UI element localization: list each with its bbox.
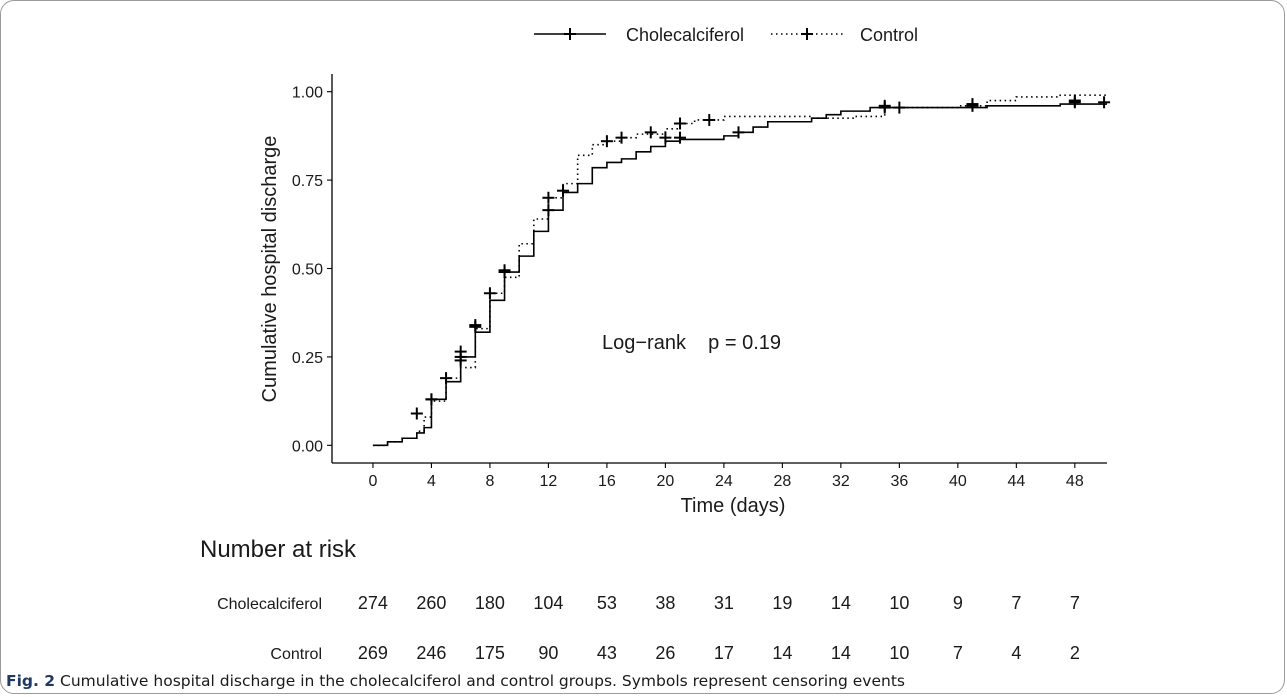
risk-value: 17: [714, 643, 734, 663]
control-censor-mark: [425, 393, 438, 406]
legend-marker-cholecalciferol: [564, 28, 576, 40]
risk-value: 274: [358, 593, 388, 613]
axes: 0 4 8 12 16 20 24 28 32 36 40 44 480.000.250.500.751…: [292, 74, 1107, 490]
figure-caption: Fig. 2 Cumulative hospital discharge in …: [6, 672, 905, 690]
plot-area: [372, 94, 1111, 447]
x-axis-label: Time (days): [681, 495, 786, 517]
caption-label: Fig. 2: [6, 672, 56, 690]
y-axis-label: Cumulative hospital discharge: [259, 136, 281, 403]
control-censor-mark: [615, 131, 628, 144]
risk-value: 43: [597, 643, 617, 663]
risk-value: 53: [597, 593, 617, 613]
x-tick-label: 40: [949, 473, 967, 490]
x-tick-label: 4: [427, 473, 436, 490]
risk-value: 7: [953, 643, 963, 663]
x-tick-label: 32: [832, 473, 850, 490]
control-censor-mark: [440, 372, 453, 385]
y-tick-label: 0.50: [292, 262, 323, 279]
control-censor-mark: [600, 135, 613, 148]
risk-table: Cholecalciferol 274 260 180 104 53 38 31 19 14 10 9…: [217, 593, 1080, 663]
km-chart: Cholecalciferol Control 0 4 8 12 16 20 24 28 32 36…: [200, 25, 1111, 663]
risk-value: 90: [538, 643, 558, 663]
risk-value: 180: [475, 593, 505, 613]
risk-row-label: Cholecalciferol: [217, 596, 322, 613]
control-censor-mark: [1068, 94, 1081, 107]
legend-marker-control: [801, 28, 813, 40]
risk-value: 31: [714, 593, 734, 613]
y-tick-label: 0.00: [292, 438, 323, 455]
control-censor-mark: [644, 126, 657, 139]
risk-value: 19: [772, 593, 792, 613]
control-censor-mark: [703, 113, 716, 126]
control-censor-mark: [410, 407, 423, 420]
control-censor-mark: [498, 264, 511, 277]
legend-label-cholecalciferol: Cholecalciferol: [626, 25, 744, 45]
control-censor-mark: [659, 131, 672, 144]
x-tick-label: 48: [1066, 473, 1084, 490]
cholecalciferol-censor-mark: [732, 126, 745, 139]
control-censor-mark: [469, 319, 482, 332]
x-tick-label: 44: [1007, 473, 1025, 490]
cholecalciferol-censor-mark: [483, 287, 496, 300]
risk-value: 14: [831, 593, 851, 613]
risk-value: 38: [655, 593, 675, 613]
control-censor-mark: [674, 117, 687, 130]
x-tick-label: 8: [485, 473, 494, 490]
cholecalciferol-censor-mark: [674, 131, 687, 144]
control-censor-mark: [557, 184, 570, 197]
risk-value: 9: [953, 593, 963, 613]
control-censor-mark: [878, 99, 891, 112]
x-tick-label: 16: [598, 473, 616, 490]
risk-value: 14: [772, 643, 792, 663]
risk-value: 10: [889, 593, 909, 613]
x-tick-label: 24: [715, 473, 733, 490]
control-censor-mark: [966, 98, 979, 111]
risk-value: 246: [416, 643, 446, 663]
risk-value: 26: [655, 643, 675, 663]
risk-value: 4: [1011, 643, 1021, 663]
control-censor-mark: [454, 345, 467, 358]
x-tick-label: 0: [368, 473, 377, 490]
log-rank-annotation: Log−rank p = 0.19: [602, 332, 781, 354]
risk-table-title: Number at risk: [200, 536, 357, 563]
cholecalciferol-censor-mark: [893, 101, 906, 114]
x-tick-label: 12: [540, 473, 558, 490]
risk-value: 269: [358, 643, 388, 663]
risk-value: 175: [475, 643, 505, 663]
risk-value: 7: [1070, 593, 1080, 613]
caption-text: Cumulative hospital discharge in the cho…: [55, 672, 905, 690]
risk-value: 7: [1011, 593, 1021, 613]
x-tick-label: 20: [656, 473, 674, 490]
risk-value: 104: [533, 593, 563, 613]
risk-value: 2: [1070, 643, 1080, 663]
risk-value: 260: [416, 593, 446, 613]
control-censor-mark: [542, 191, 555, 204]
risk-row-label: Control: [270, 646, 322, 663]
cholecalciferol-censor-mark: [1098, 96, 1111, 109]
control-survival-line: [372, 94, 1107, 447]
y-tick-label: 0.25: [292, 350, 323, 367]
y-tick-label: 0.75: [292, 173, 323, 190]
x-tick-label: 28: [773, 473, 791, 490]
risk-value: 10: [889, 643, 909, 663]
cholecalciferol-survival-line: [372, 103, 1107, 447]
x-tick-label: 36: [890, 473, 908, 490]
risk-value: 14: [831, 643, 851, 663]
y-tick-label: 1.00: [292, 85, 323, 102]
legend-label-control: Control: [860, 25, 918, 45]
legend: Cholecalciferol Control: [534, 25, 918, 45]
